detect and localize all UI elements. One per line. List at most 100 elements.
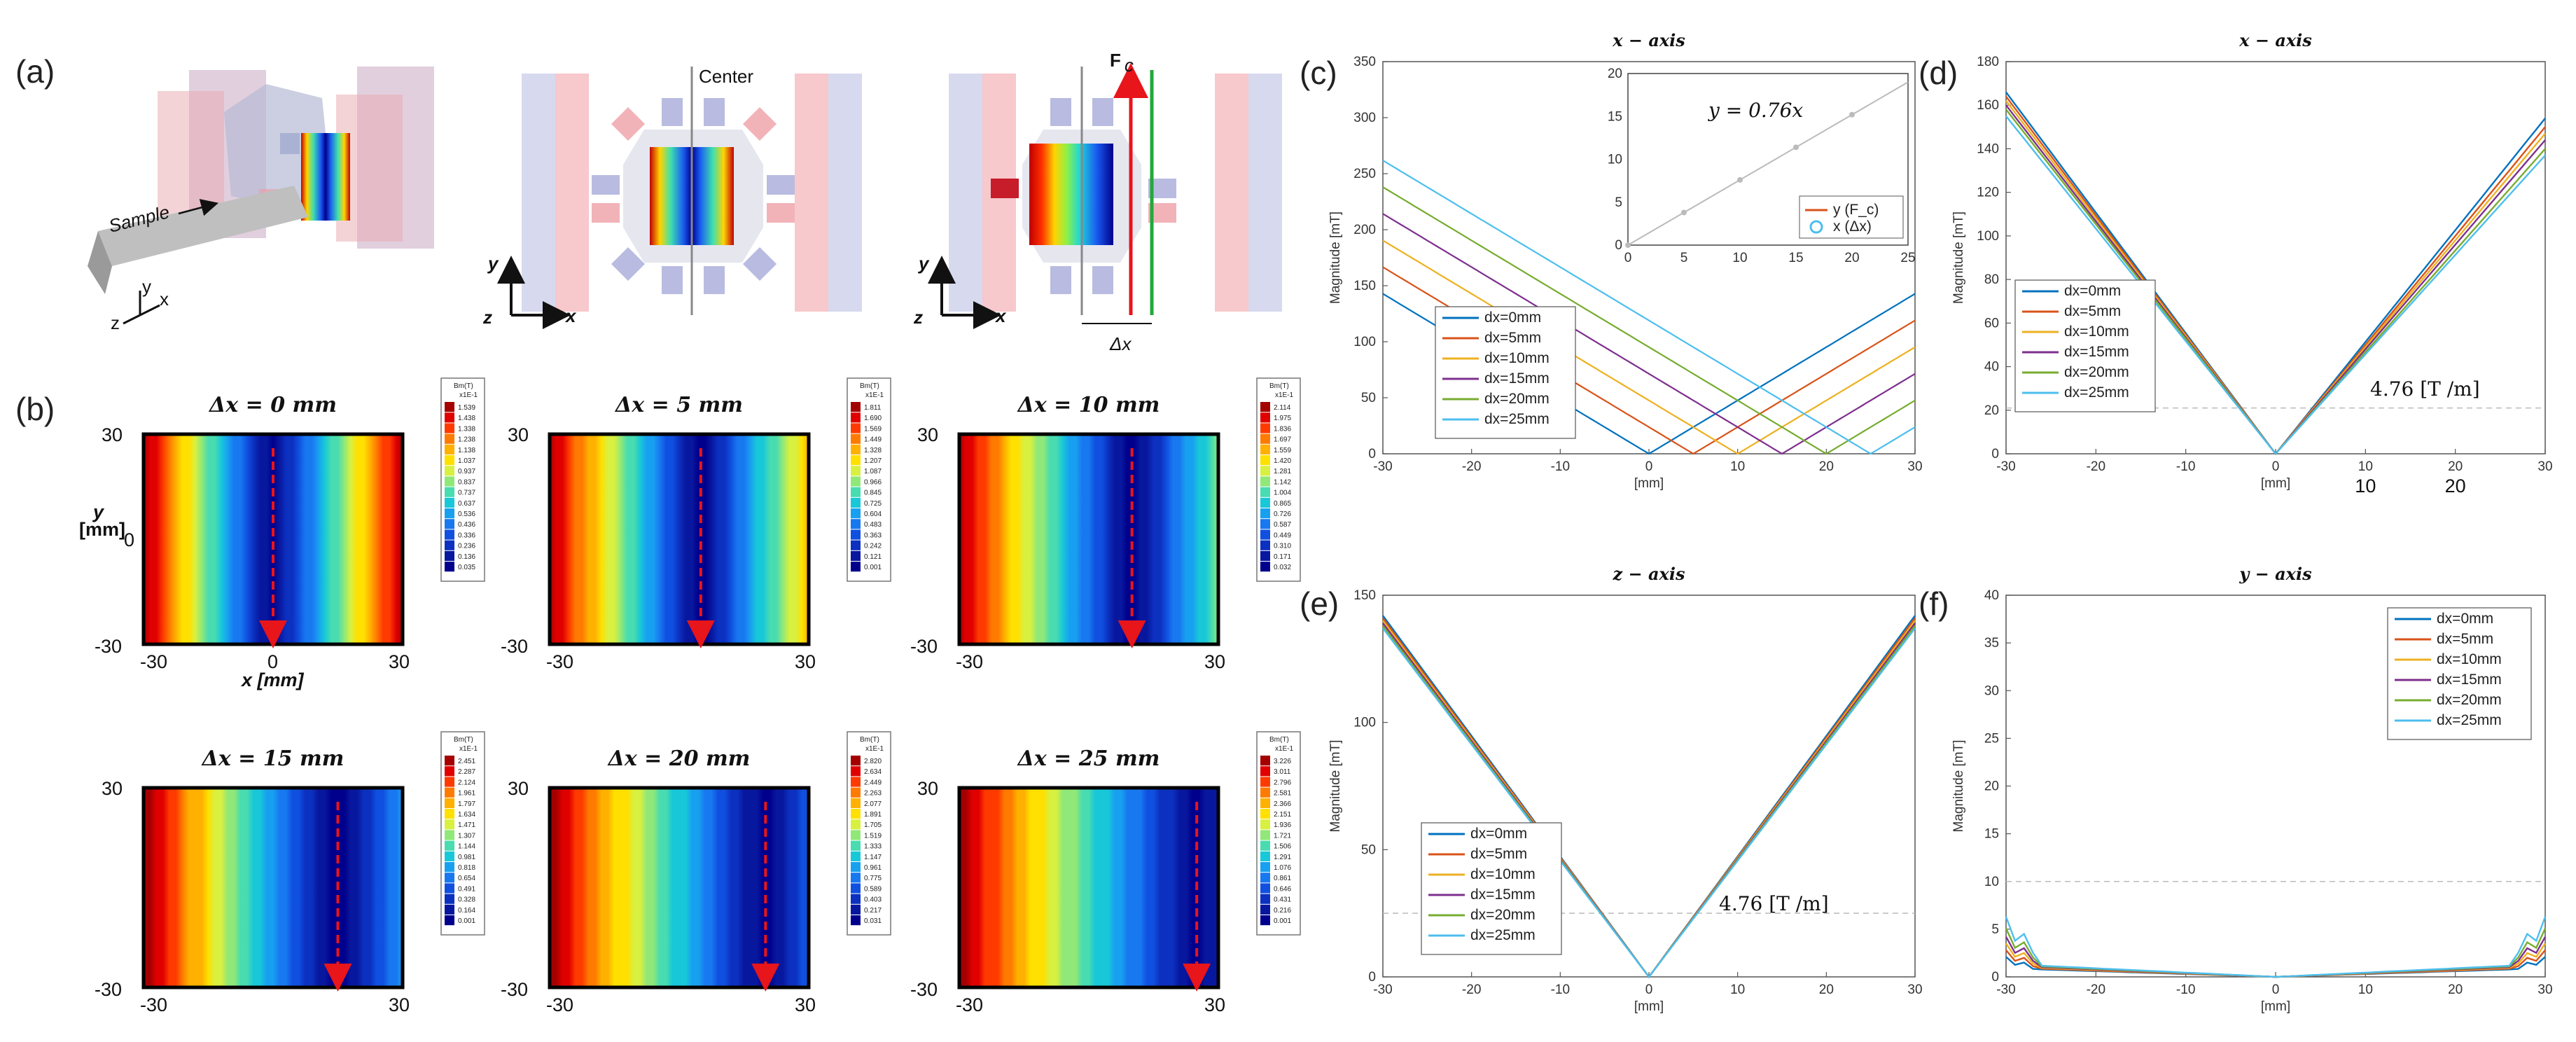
x-axis-label: [mm] [1634,999,1664,1014]
legend-entry: dx=20mm [2437,692,2502,708]
colorbar-swatch [1260,904,1270,915]
colorbar-swatch [851,508,861,519]
legend-entry: dx=5mm [2437,631,2493,647]
colorbar-value: 1.891 [864,811,882,819]
inset-point [1737,176,1743,183]
center-schematic: Center y x z [482,66,862,329]
colorbar-swatch [1260,798,1270,808]
tick-label: 30 [1204,994,1225,1015]
colorbar-swatch [1260,840,1270,851]
legend-entry: dx=10mm [1484,350,1550,366]
colorbar-value: 0.431 [1274,896,1291,904]
colorbar-swatch [1260,412,1270,423]
colorbar-value: 0.961 [864,864,882,872]
series-line-dx=25mm [1382,160,1916,455]
y-tick-label: 100 [1353,335,1376,349]
panel-label-d: (d) [1919,55,1958,91]
colorbar-swatch [1260,777,1270,787]
colorbar-value: 2.287 [458,768,475,776]
y-tick-label: 30 [1984,683,1999,698]
colorbar-value: 0.001 [458,917,475,925]
colorbar-swatch [445,830,454,840]
colorbar-value: 0.363 [864,532,882,539]
inset-scatter: 0 5 10 15 20 25 0 5 10 15 20 y = 0.76x y (F_c)x (Δx) [1608,67,1916,265]
colorbar-value: 0.336 [458,532,475,539]
colorbar-value: 0.587 [1274,521,1291,529]
colorbar-value: 0.536 [458,510,475,518]
colorbar-value: 1.797 [458,800,475,808]
colorbar-swatch [1260,819,1270,830]
colorbar-swatch [1260,423,1270,433]
colorbar-swatch [445,862,454,873]
colorbar-value: 1.721 [1274,832,1291,840]
tick-label: -30 [956,994,983,1015]
device-3d-illustration: Sample y x z [88,67,434,333]
colorbar-value: 1.142 [1274,478,1291,486]
colorbar-swatch [851,915,861,926]
y-tick-label: 15 [1984,827,1999,842]
inset-x-tick-label: 20 [1844,251,1859,265]
y-tick-label: 100 [1353,716,1376,730]
inset-x-tick-label: 5 [1680,251,1688,265]
tick-label: 30 [102,778,123,799]
colorbar-swatch [1260,756,1270,766]
x-tick-label: 30 [1907,459,1922,474]
y-tick-label: 20 [1984,779,1999,794]
inset-x-tick-label: 15 [1788,251,1803,265]
svg-text:y: y [487,253,499,274]
field-map-image [141,786,405,989]
tick-label: 30 [917,778,938,799]
x-tick-label: -30 [1373,982,1392,997]
colorbar-value: 1.697 [1274,436,1291,444]
colorbar-value: 0.589 [864,885,882,893]
y-tick-label: 0 [1368,970,1376,985]
y-axis-label: Magnitude [mT] [1951,211,1966,304]
svg-text:x: x [564,305,577,326]
y-tick-label: 50 [1361,391,1376,405]
y-tick-label: 40 [1984,588,1999,603]
y-tick-label: 5 [1991,922,1999,937]
colorbar-swatch [851,497,861,508]
colorbar-swatch [851,487,861,497]
extra-label: 20 [2445,475,2466,496]
colorbar-swatch [851,476,861,487]
colorbar-swatch [445,433,454,444]
chart-title: x − axis [1612,30,1685,50]
inset-legend-marker [1809,220,1823,234]
colorbar-swatch [445,798,454,808]
inset-legend-box [1799,195,1904,239]
gradient-annotation: 4.76 [T /m] [1719,892,1829,915]
colorbar-value: 1.333 [864,843,882,851]
colorbar-swatch [445,766,454,777]
y-axis-unit: [mm] [79,519,125,540]
tick-label: -30 [501,979,528,1000]
colorbar-value: 2.077 [864,800,882,808]
tick-label: 30 [1204,651,1225,672]
tick-label: -30 [546,994,573,1015]
colorbar-value: 1.936 [1274,821,1291,829]
colorbar-swatch [851,830,861,840]
colorbar-swatch [445,466,454,476]
colorbar-value: 0.001 [1274,917,1291,925]
delta-x-label: Δx [1109,333,1132,354]
colorbar-swatch [851,519,861,529]
y-tick-label: 35 [1984,636,1999,651]
colorbar-swatch [851,562,861,572]
colorbar-value: 0.861 [1274,875,1291,882]
colorbar-value: 0.654 [458,875,475,882]
colorbar-sub: x1E-1 [865,391,884,399]
y-tick-label: 100 [1977,229,1999,244]
colorbar-swatch [1260,455,1270,466]
tick-label: 30 [508,778,529,799]
x-tick-label: -20 [1462,982,1481,997]
colorbar-swatch [445,562,454,572]
colorbar-swatch [851,798,861,808]
extra-label: 10 [2355,475,2376,496]
colorbar-value: 1.004 [1274,489,1291,497]
y-tick-label: 250 [1353,167,1376,181]
colorbar-value: 0.035 [458,564,475,571]
chart-title: z − axis [1613,564,1685,584]
colorbar-swatch [1260,508,1270,519]
